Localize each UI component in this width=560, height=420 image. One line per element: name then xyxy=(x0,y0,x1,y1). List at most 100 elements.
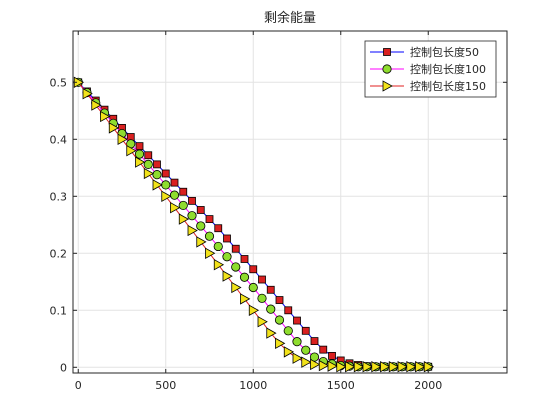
legend-marker xyxy=(383,48,391,56)
data-point xyxy=(415,361,426,373)
data-point xyxy=(170,178,179,187)
data-point xyxy=(345,361,356,373)
data-point xyxy=(178,213,190,225)
data-point xyxy=(292,337,302,347)
data-point xyxy=(205,215,214,224)
ticks: 0 500 1000 1500 2000 0 0.1 0.2 0.3 0.4 0.5 xyxy=(50,31,507,392)
data-point xyxy=(310,337,319,345)
data-point xyxy=(205,247,216,259)
x-tick-label: 2000 xyxy=(414,379,442,392)
data-point xyxy=(126,145,137,157)
data-point xyxy=(301,345,311,355)
data-point xyxy=(153,160,161,169)
data-point xyxy=(388,361,400,373)
legend-label: 控制包长度100 xyxy=(410,62,486,76)
series-layer xyxy=(73,76,435,373)
data-point xyxy=(257,316,268,328)
data-point xyxy=(135,156,146,168)
data-point xyxy=(91,99,102,111)
legend-item: 控制包长度150 xyxy=(370,79,486,93)
y-tick-label: 0.3 xyxy=(50,190,68,203)
data-point xyxy=(327,360,338,372)
data-point xyxy=(187,211,197,221)
data-point xyxy=(231,244,240,253)
data-point xyxy=(283,326,293,336)
data-point xyxy=(108,122,120,134)
data-point xyxy=(161,190,172,202)
data-point xyxy=(222,252,232,262)
data-point xyxy=(301,326,310,335)
data-point xyxy=(231,281,242,294)
x-tick-label: 0 xyxy=(75,379,82,392)
legend-marker xyxy=(382,80,393,92)
data-point xyxy=(169,190,180,200)
data-point xyxy=(144,151,153,160)
data-point xyxy=(134,149,145,159)
data-point xyxy=(266,304,276,314)
data-point xyxy=(380,361,391,373)
data-point xyxy=(274,315,285,325)
data-point xyxy=(362,361,373,373)
data-point xyxy=(319,345,328,354)
data-point xyxy=(318,359,330,372)
legend-marker xyxy=(382,64,392,74)
data-point xyxy=(196,221,206,231)
data-point xyxy=(222,270,233,282)
legend-item: 控制包长度50 xyxy=(370,45,479,59)
data-point xyxy=(223,234,231,243)
data-point xyxy=(170,202,181,214)
legend-label: 控制包长度150 xyxy=(410,79,486,93)
data-point xyxy=(301,356,312,368)
data-point xyxy=(188,196,196,205)
data-point xyxy=(214,224,223,233)
data-point xyxy=(187,224,198,237)
data-point xyxy=(100,110,111,123)
y-tick-label: 0.5 xyxy=(50,76,68,89)
legend: 控制包长度50 控制包长度100 控制包长度150 xyxy=(364,40,497,98)
x-tick-label: 500 xyxy=(155,379,176,392)
data-point xyxy=(258,275,266,284)
legend-label: 控制包长度50 xyxy=(410,45,479,59)
data-point xyxy=(249,265,258,274)
y-tick-label: 0.4 xyxy=(50,133,68,146)
y-tick-label: 0.2 xyxy=(50,247,68,260)
data-point xyxy=(143,167,155,180)
data-point xyxy=(135,142,144,151)
data-point xyxy=(293,316,301,325)
y-tick-label: 0.1 xyxy=(50,304,68,317)
data-point xyxy=(179,187,188,196)
legend-item: 控制包长度100 xyxy=(370,62,486,76)
data-point xyxy=(143,159,153,169)
data-point xyxy=(248,282,258,293)
data-point xyxy=(397,361,408,373)
plot-frame xyxy=(72,30,508,374)
data-point xyxy=(240,293,251,305)
data-point xyxy=(257,293,267,303)
data-point xyxy=(371,361,382,373)
data-point xyxy=(204,231,215,241)
data-point xyxy=(283,346,295,358)
data-point xyxy=(310,358,321,371)
data-point xyxy=(231,262,241,272)
data-point xyxy=(266,327,277,339)
data-point xyxy=(213,259,225,271)
data-point xyxy=(152,179,163,191)
data-point xyxy=(196,206,205,214)
data-point xyxy=(196,236,207,248)
chart-title: 剩余能量 xyxy=(264,10,316,26)
data-point xyxy=(353,361,365,373)
data-point xyxy=(240,255,249,263)
data-point xyxy=(406,361,417,373)
data-point xyxy=(152,170,162,180)
series-3 xyxy=(73,76,435,373)
data-point xyxy=(239,272,250,282)
data-point xyxy=(275,296,284,304)
data-point xyxy=(328,351,336,360)
data-point xyxy=(275,337,286,350)
data-point xyxy=(117,133,128,145)
data-point xyxy=(248,304,260,316)
x-tick-label: 1000 xyxy=(239,379,267,392)
data-point xyxy=(213,241,223,252)
data-point xyxy=(266,285,275,294)
